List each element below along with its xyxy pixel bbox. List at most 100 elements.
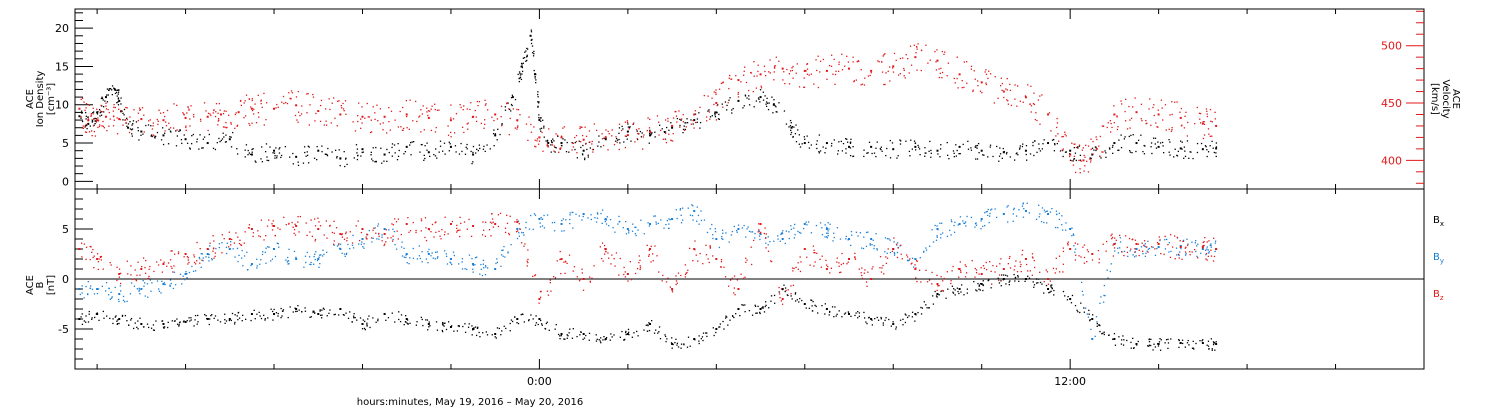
data-point <box>689 345 691 347</box>
data-point <box>736 279 739 281</box>
data-point <box>975 272 978 274</box>
data-point <box>305 261 307 264</box>
data-point <box>1140 134 1142 136</box>
data-point <box>1215 341 1217 343</box>
data-point <box>582 213 585 215</box>
data-point <box>118 268 121 270</box>
data-point <box>395 221 398 223</box>
data-point <box>793 227 795 229</box>
data-point <box>456 231 458 233</box>
data-point <box>368 315 370 317</box>
data-point <box>459 229 461 231</box>
data-point <box>953 152 955 155</box>
data-point <box>127 273 129 275</box>
data-point <box>238 254 240 257</box>
data-point <box>119 285 122 287</box>
data-point <box>618 220 621 223</box>
data-point <box>142 326 145 328</box>
data-point <box>1111 238 1113 240</box>
data-point <box>381 162 383 164</box>
data-point <box>908 150 911 153</box>
data-point <box>918 148 921 150</box>
data-point <box>1096 322 1098 325</box>
data-point <box>193 261 196 264</box>
data-point <box>1035 218 1038 221</box>
data-point <box>237 236 239 238</box>
data-point <box>1148 338 1151 340</box>
data-point <box>120 103 122 105</box>
data-point <box>782 230 784 232</box>
data-point <box>705 244 707 247</box>
data-point <box>541 218 544 220</box>
data-point <box>731 230 734 233</box>
data-point <box>1186 244 1189 247</box>
data-point <box>604 138 607 141</box>
data-point <box>528 116 530 118</box>
data-point <box>1065 135 1067 137</box>
data-point <box>1126 251 1129 254</box>
data-point <box>244 156 246 158</box>
data-point <box>543 227 546 229</box>
data-point <box>884 53 886 55</box>
data-point <box>198 256 200 259</box>
data-point <box>766 102 769 104</box>
data-point <box>759 311 761 314</box>
data-point <box>988 70 990 72</box>
data-point <box>941 289 943 292</box>
data-point <box>795 124 797 126</box>
data-point <box>1033 259 1035 262</box>
data-point <box>775 56 777 58</box>
data-point <box>279 228 281 231</box>
data-point <box>693 210 696 212</box>
data-point <box>1133 256 1136 258</box>
data-point <box>560 147 562 149</box>
data-point <box>762 99 765 101</box>
data-point <box>1091 318 1094 320</box>
data-point <box>722 106 724 108</box>
data-point <box>903 75 905 77</box>
data-point <box>167 143 170 145</box>
data-point <box>893 252 895 254</box>
data-point <box>337 244 340 246</box>
data-point <box>532 228 534 231</box>
data-point <box>254 103 256 105</box>
data-point <box>1148 247 1151 250</box>
data-point <box>1069 228 1072 230</box>
data-point <box>85 315 87 317</box>
data-point <box>658 134 660 136</box>
data-point <box>1025 263 1028 266</box>
data-point <box>338 149 340 151</box>
data-point <box>489 221 492 223</box>
data-point <box>803 248 806 250</box>
data-point <box>744 95 747 97</box>
data-point <box>1130 347 1132 349</box>
data-point <box>118 108 120 110</box>
data-point <box>455 151 457 153</box>
data-point <box>425 319 427 321</box>
data-point <box>626 130 629 133</box>
data-point <box>974 78 976 80</box>
data-point <box>152 122 154 124</box>
data-point <box>196 138 198 140</box>
data-point <box>1206 344 1208 346</box>
data-point <box>537 101 539 103</box>
data-point <box>908 72 910 74</box>
data-point <box>897 155 899 157</box>
data-point <box>1135 150 1137 153</box>
data-point <box>302 162 305 164</box>
data-point <box>485 266 487 268</box>
data-point <box>683 343 685 345</box>
data-point <box>991 208 993 210</box>
data-point <box>511 96 514 99</box>
data-point <box>791 67 793 69</box>
data-point <box>881 267 883 269</box>
data-point <box>872 239 874 241</box>
data-point <box>883 83 885 86</box>
data-point <box>726 316 728 318</box>
data-point <box>811 310 814 312</box>
data-point <box>394 152 396 154</box>
data-point <box>1167 347 1169 350</box>
data-point <box>1123 250 1126 253</box>
data-point <box>476 327 479 329</box>
